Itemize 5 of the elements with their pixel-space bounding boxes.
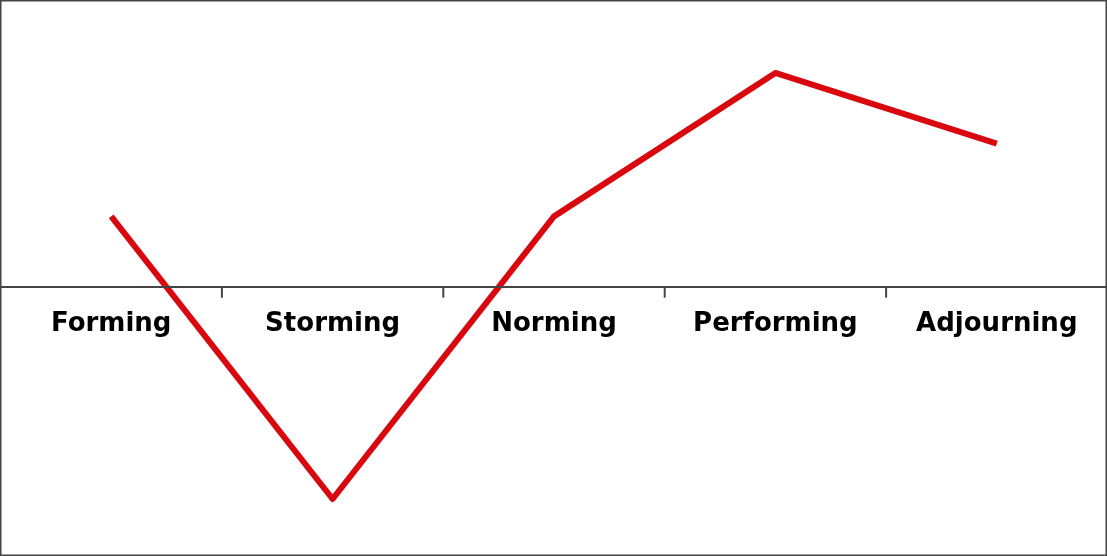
x-tick-label: Performing	[693, 307, 858, 338]
x-tick-label: Norming	[491, 307, 617, 338]
x-tick-label: Adjourning	[916, 307, 1078, 338]
x-tick-label: Storming	[265, 307, 401, 338]
x-tick-label: Forming	[50, 307, 172, 338]
